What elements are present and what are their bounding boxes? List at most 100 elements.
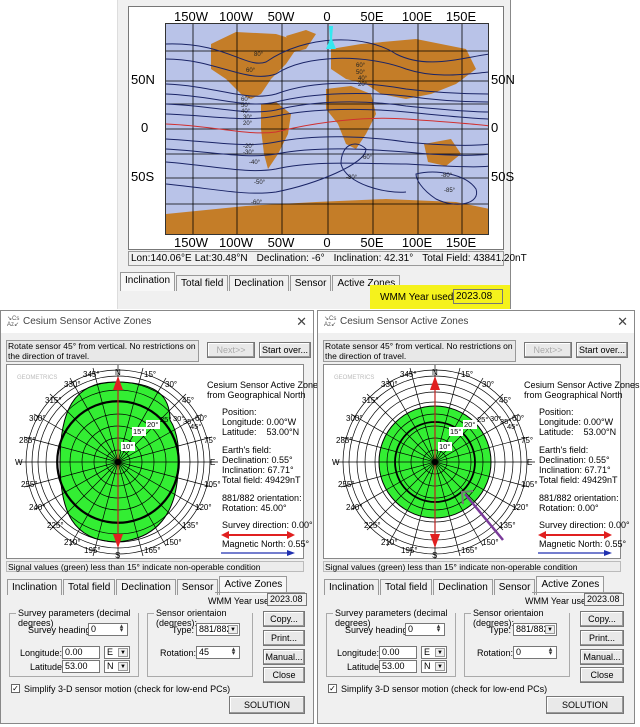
longitude-direction-select[interactable]: E ▼	[104, 646, 130, 659]
tab-inclination[interactable]: Inclination	[120, 272, 176, 291]
magnetic-north-arrow-icon	[221, 550, 295, 556]
svg-text:75°: 75°	[521, 436, 533, 445]
latitude-input[interactable]: 53.00	[379, 660, 417, 673]
svg-text:-80°: -80°	[441, 173, 453, 179]
wmm-year-field[interactable]: 2023.08	[584, 593, 624, 606]
simplify-checkbox[interactable]: ✓	[328, 684, 337, 693]
latitude-label: Latitude:	[30, 662, 65, 672]
print-button[interactable]: Print...	[580, 630, 624, 646]
world-map[interactable]: 80° 60° 60° 50° 40° 30° 20° -20° -30° -40° -50…	[165, 23, 489, 235]
tab-declination[interactable]: Declination	[229, 275, 289, 291]
wmm-year-field[interactable]: 2023.08	[267, 593, 307, 606]
next-button[interactable]: Next>>	[207, 342, 255, 358]
longitude-direction-select[interactable]: E ▼	[421, 646, 447, 659]
spinner-icon[interactable]: ▴ ▾	[436, 623, 441, 634]
tab-sensor[interactable]: Sensor	[493, 579, 536, 595]
start-over-button[interactable]: Start over...	[576, 342, 628, 358]
svg-text:10°: 10°	[439, 442, 450, 451]
status-lon: Lon:140.06°E	[131, 253, 192, 264]
longitude-input[interactable]: 0.00	[379, 646, 417, 659]
tab-inclination[interactable]: Inclination	[324, 579, 380, 595]
survey-parameters-group: Survey parameters (decimal degrees) Surv…	[9, 608, 139, 677]
next-button[interactable]: Next>>	[524, 342, 572, 358]
chevron-down-icon: ▼	[435, 662, 445, 671]
tab-sensor[interactable]: Sensor	[289, 275, 332, 291]
svg-text:GEOMETRICS: GEOMETRICS	[334, 375, 374, 381]
copy-button[interactable]: Copy...	[580, 611, 624, 627]
tab-declination[interactable]: Declination	[116, 579, 176, 595]
tab-inclination[interactable]: Inclination	[7, 579, 63, 595]
earth-field-label: Earth's field:	[222, 445, 272, 455]
print-button[interactable]: Print...	[263, 630, 305, 646]
lon-label: 100W	[219, 235, 253, 250]
tab-active-zones[interactable]: Active Zones	[219, 576, 288, 595]
svg-text:300°: 300°	[29, 414, 46, 423]
svg-text:50°: 50°	[356, 70, 366, 76]
position-longitude: Longitude: 0.00°W	[539, 417, 614, 427]
manual-button[interactable]: Manual...	[263, 649, 305, 665]
annotation-arrow	[464, 493, 504, 541]
rotation-input[interactable]: 45 ▴ ▾	[196, 646, 240, 659]
latitude-direction-select[interactable]: N ▼	[104, 660, 130, 673]
tab-total-field[interactable]: Total field	[176, 275, 229, 291]
type-select[interactable]: 881/882 ▼	[196, 623, 240, 636]
north-america	[211, 32, 301, 99]
type-value: 881/882	[199, 624, 232, 634]
tab-total-field[interactable]: Total field	[63, 579, 116, 595]
svg-text:15°: 15°	[461, 370, 473, 379]
position-longitude: Longitude: 0.00°W	[222, 417, 297, 427]
survey-heading-input[interactable]: 0 ▴ ▾	[405, 623, 445, 636]
close-button[interactable]: Close	[580, 667, 624, 683]
survey-heading-label: Survey heading:	[345, 625, 411, 635]
spinner-icon[interactable]: ▴ ▾	[231, 646, 236, 657]
spinner-icon[interactable]: ▴ ▾	[119, 623, 124, 634]
tab-sensor[interactable]: Sensor	[176, 579, 219, 595]
wmm-year-label: WMM Year used:	[525, 596, 594, 606]
start-over-button[interactable]: Start over...	[259, 342, 311, 358]
wmm-year-field[interactable]: 2023.08	[453, 289, 503, 304]
svg-text:50°: 50°	[241, 103, 251, 109]
longitude-input[interactable]: 0.00	[62, 646, 100, 659]
dialog-tab-bar: Inclination Total field Declination Sens…	[324, 576, 605, 595]
svg-text:150°: 150°	[165, 538, 182, 547]
svg-text:45°: 45°	[182, 396, 194, 405]
lon-label: 100E	[401, 9, 433, 24]
type-select[interactable]: 881/882 ▼	[513, 623, 557, 636]
manual-button[interactable]: Manual...	[580, 649, 624, 665]
close-icon[interactable]: ✕	[617, 314, 628, 329]
latitude-direction-select[interactable]: N ▼	[421, 660, 447, 673]
svg-text:-40°: -40°	[249, 160, 261, 166]
svg-text:165°: 165°	[461, 546, 478, 555]
rotation-input[interactable]: 0 ▴ ▾	[513, 646, 557, 659]
copy-button[interactable]: Copy...	[263, 611, 305, 627]
svg-text:-50°: -50°	[254, 180, 266, 186]
survey-heading-input[interactable]: 0 ▴ ▾	[88, 623, 128, 636]
svg-text:210°: 210°	[64, 538, 81, 547]
svg-text:15°: 15°	[144, 370, 156, 379]
svg-text:15°: 15°	[450, 427, 461, 436]
latitude-direction-value: N	[424, 661, 431, 671]
tab-active-zones[interactable]: Active Zones	[536, 576, 605, 595]
close-icon[interactable]: ✕	[296, 314, 307, 329]
svg-text:210°: 210°	[381, 538, 398, 547]
cesium-app-icon: ↘Cs Az↙	[324, 316, 337, 328]
svg-text:255°: 255°	[21, 480, 38, 489]
svg-text:345°: 345°	[400, 370, 417, 379]
map-tab-bar: Inclination Total field Declination Sens…	[120, 272, 401, 291]
solution-button[interactable]: SOLUTION	[229, 696, 305, 714]
longitude-label: Longitude:	[337, 648, 380, 658]
simplify-checkbox[interactable]: ✓	[11, 684, 20, 693]
type-label: Type:	[172, 625, 195, 635]
map-frame: 150W 100W 50W 0 50E 100E 150E 50N 0 50S …	[128, 6, 515, 250]
latitude-input[interactable]: 53.00	[62, 660, 100, 673]
close-button[interactable]: Close	[263, 667, 305, 683]
spinner-icon[interactable]: ▴ ▾	[548, 646, 553, 657]
solution-button[interactable]: SOLUTION	[546, 696, 624, 714]
svg-text:240°: 240°	[346, 503, 363, 512]
svg-text:30°: 30°	[173, 414, 184, 423]
type-value: 881/882	[516, 624, 549, 634]
tab-total-field[interactable]: Total field	[380, 579, 433, 595]
tab-declination[interactable]: Declination	[433, 579, 493, 595]
simplify-label: Simplify 3-D sensor motion (check for lo…	[341, 684, 548, 694]
